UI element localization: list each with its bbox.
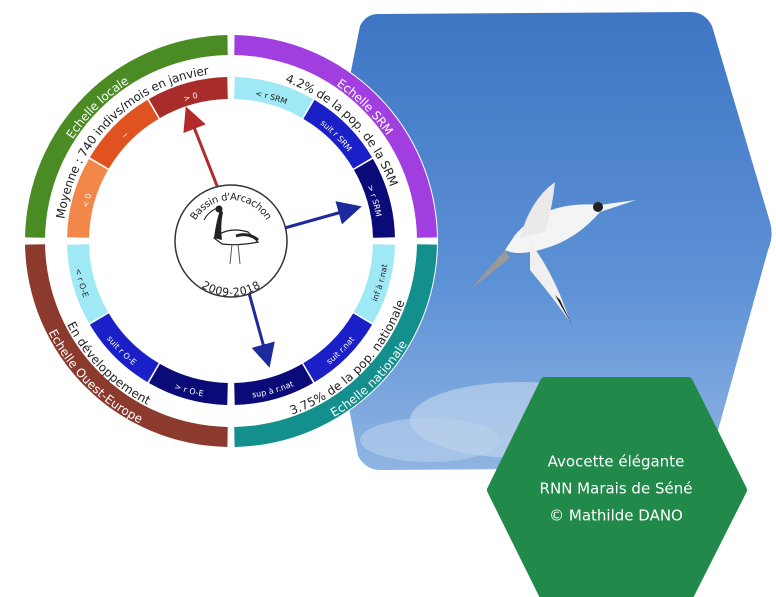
caption-box: Avocette élégante RNN Marais de Séné © M… (492, 382, 742, 597)
caption-line: RNN Marais de Séné (540, 480, 693, 498)
caption-line: © Mathilde DANO (549, 507, 683, 525)
page: Avocette élégante RNN Marais de Séné © M… (0, 0, 776, 597)
caption-line: Avocette élégante (548, 453, 685, 471)
cloud (360, 418, 500, 462)
